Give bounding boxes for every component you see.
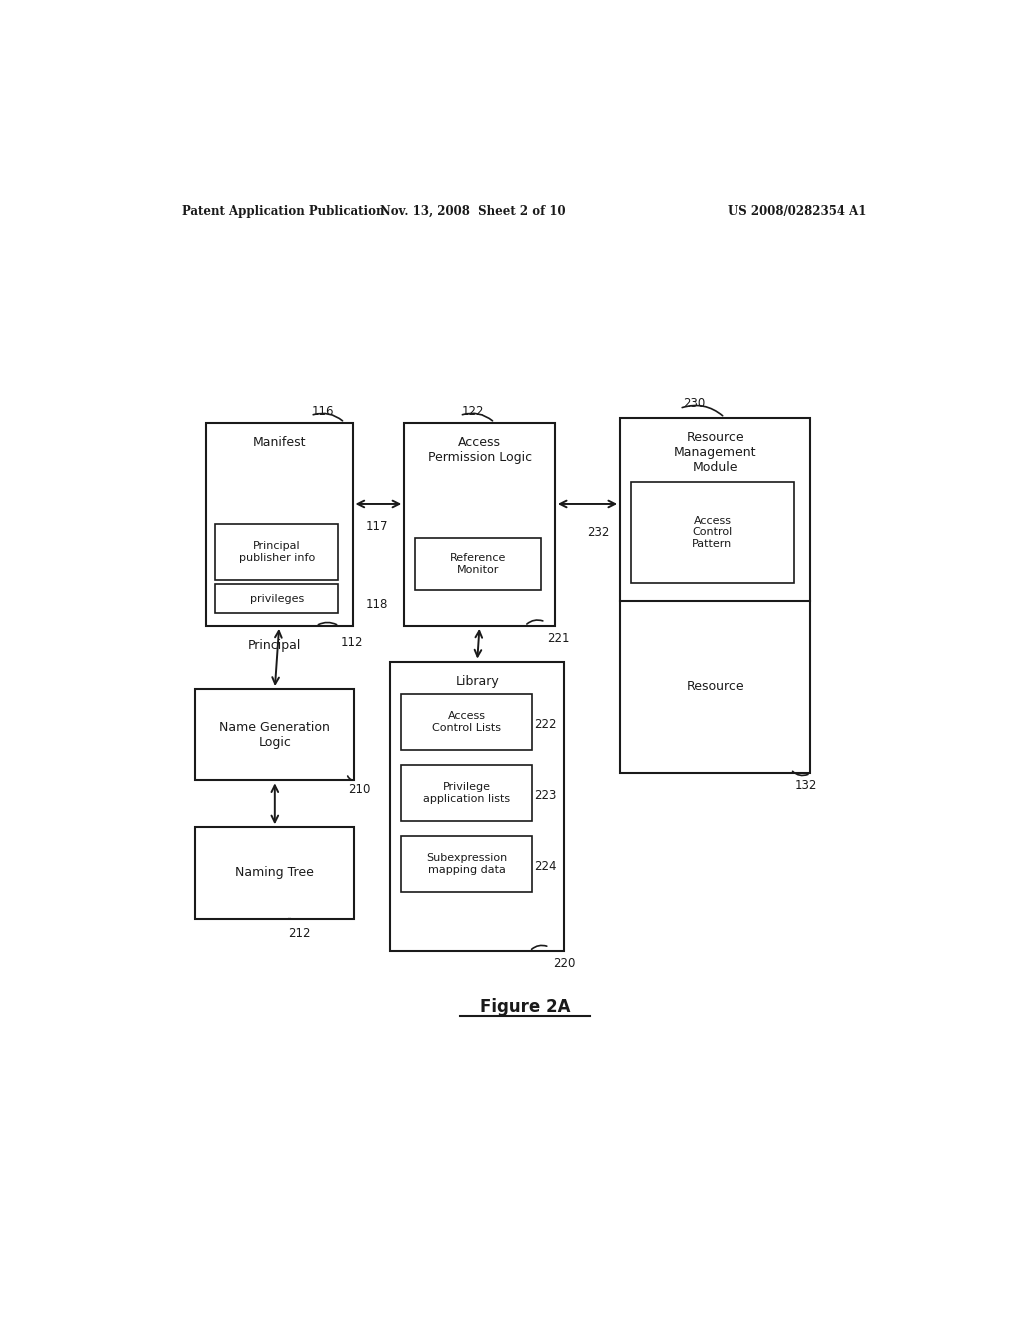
Text: Nov. 13, 2008  Sheet 2 of 10: Nov. 13, 2008 Sheet 2 of 10 <box>380 205 566 218</box>
Text: 230: 230 <box>684 397 706 411</box>
Text: 122: 122 <box>461 405 483 417</box>
Text: Naming Tree: Naming Tree <box>236 866 314 879</box>
Text: Manifest: Manifest <box>253 436 306 449</box>
Text: Privilege
application lists: Privilege application lists <box>423 783 510 804</box>
FancyBboxPatch shape <box>215 524 338 581</box>
FancyBboxPatch shape <box>401 694 531 750</box>
Text: 112: 112 <box>341 636 364 649</box>
Text: 221: 221 <box>547 632 569 645</box>
Text: 118: 118 <box>366 598 388 611</box>
Text: US 2008/0282354 A1: US 2008/0282354 A1 <box>728 205 866 218</box>
Text: 224: 224 <box>535 861 557 874</box>
Text: 210: 210 <box>348 784 371 796</box>
FancyBboxPatch shape <box>401 766 531 821</box>
FancyBboxPatch shape <box>206 422 352 626</box>
Text: Resource
Management
Module: Resource Management Module <box>674 430 757 474</box>
Text: Resource: Resource <box>686 680 744 693</box>
Text: 232: 232 <box>588 525 609 539</box>
Text: Reference
Monitor: Reference Monitor <box>450 553 506 574</box>
FancyBboxPatch shape <box>390 661 564 952</box>
Text: Access
Control
Pattern: Access Control Pattern <box>692 516 732 549</box>
Text: Patent Application Publication: Patent Application Publication <box>182 205 384 218</box>
Text: Figure 2A: Figure 2A <box>479 998 570 1016</box>
FancyBboxPatch shape <box>416 537 541 590</box>
Text: 132: 132 <box>795 779 817 792</box>
FancyBboxPatch shape <box>620 417 811 774</box>
Text: 117: 117 <box>366 520 388 533</box>
Text: 223: 223 <box>535 789 557 803</box>
Text: 220: 220 <box>553 957 575 970</box>
Text: privileges: privileges <box>250 594 304 603</box>
FancyBboxPatch shape <box>196 689 354 780</box>
Text: Subexpression
mapping data: Subexpression mapping data <box>426 854 507 875</box>
Text: 222: 222 <box>535 718 557 731</box>
Text: Principal: Principal <box>248 639 301 652</box>
FancyBboxPatch shape <box>215 585 338 612</box>
Text: Name Generation
Logic: Name Generation Logic <box>219 721 331 748</box>
FancyBboxPatch shape <box>631 482 794 583</box>
FancyBboxPatch shape <box>404 422 555 626</box>
Text: Principal
publisher info: Principal publisher info <box>239 541 315 564</box>
Text: Library: Library <box>456 675 499 688</box>
Text: 116: 116 <box>312 405 335 417</box>
FancyBboxPatch shape <box>401 837 531 892</box>
FancyBboxPatch shape <box>196 828 354 919</box>
Text: 212: 212 <box>289 927 311 940</box>
Text: Access
Permission Logic: Access Permission Logic <box>427 436 531 463</box>
Text: Access
Control Lists: Access Control Lists <box>432 711 501 733</box>
